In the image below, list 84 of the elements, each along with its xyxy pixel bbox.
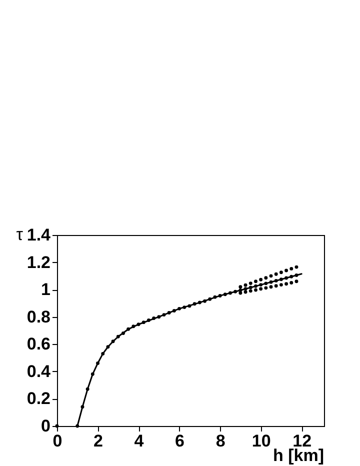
x-tick-label: 10 — [252, 432, 271, 450]
x-tick-label: 8 — [216, 432, 226, 450]
point — [142, 320, 146, 324]
point — [269, 285, 273, 289]
point — [90, 372, 94, 376]
point — [182, 306, 186, 310]
point — [213, 295, 217, 299]
point — [269, 280, 273, 284]
y-tick-label: 1.4 — [26, 226, 52, 244]
point — [259, 278, 263, 282]
point — [146, 318, 150, 322]
point — [116, 334, 120, 338]
point — [96, 362, 100, 365]
x-tick-label: 4 — [134, 432, 144, 450]
y-tick-label: 0.8 — [26, 307, 50, 326]
point — [132, 324, 136, 328]
point — [86, 387, 90, 391]
point — [244, 287, 248, 291]
point — [178, 306, 182, 310]
point — [254, 288, 258, 292]
point — [157, 315, 161, 319]
y-tick-label: 0.2 — [26, 389, 50, 408]
point — [136, 322, 140, 326]
point — [294, 265, 298, 269]
point — [80, 405, 84, 409]
point — [279, 283, 283, 287]
point — [208, 297, 212, 301]
x-tick-label: 6 — [175, 432, 185, 450]
point — [76, 424, 80, 428]
point — [238, 288, 242, 292]
point — [162, 313, 166, 317]
point — [290, 274, 294, 278]
point — [167, 311, 171, 314]
point — [279, 270, 283, 274]
point — [264, 286, 268, 290]
point — [152, 316, 156, 320]
point — [101, 352, 105, 356]
point — [218, 294, 222, 298]
point — [122, 332, 125, 335]
point — [244, 290, 248, 294]
point — [172, 308, 176, 312]
point — [111, 340, 115, 344]
point — [264, 276, 268, 280]
point — [259, 283, 263, 287]
point — [223, 292, 227, 296]
point — [284, 268, 288, 272]
point — [284, 276, 288, 280]
point — [290, 281, 294, 284]
point — [248, 289, 252, 293]
point — [234, 290, 238, 294]
point — [244, 283, 248, 287]
point — [279, 278, 283, 282]
point — [294, 274, 298, 277]
point — [264, 282, 268, 286]
point — [248, 282, 252, 286]
point — [259, 287, 263, 291]
y-tick-label: 0 — [41, 416, 50, 436]
y-tick-label: 0.6 — [26, 334, 50, 354]
point — [238, 291, 242, 295]
point — [290, 266, 294, 270]
y-axis-title: τ — [16, 225, 24, 244]
point — [254, 280, 258, 284]
point — [274, 278, 278, 282]
point — [238, 285, 242, 289]
point — [106, 345, 110, 349]
point — [294, 280, 298, 284]
point — [55, 424, 59, 428]
point — [228, 291, 232, 295]
point — [284, 282, 288, 286]
point — [248, 286, 252, 290]
point — [126, 327, 130, 331]
point — [274, 284, 278, 288]
x-axis-title: h [km] — [273, 446, 324, 465]
point — [254, 284, 258, 288]
point — [203, 299, 206, 303]
point — [192, 302, 196, 306]
point — [269, 274, 273, 278]
x-tick-label: 2 — [94, 432, 103, 450]
y-tick-label: 1.2 — [26, 252, 50, 272]
y-tick-label: 1 — [41, 280, 50, 300]
point — [188, 304, 192, 308]
point — [274, 272, 278, 276]
y-tick-label: 0.4 — [26, 362, 52, 381]
point — [198, 300, 202, 304]
